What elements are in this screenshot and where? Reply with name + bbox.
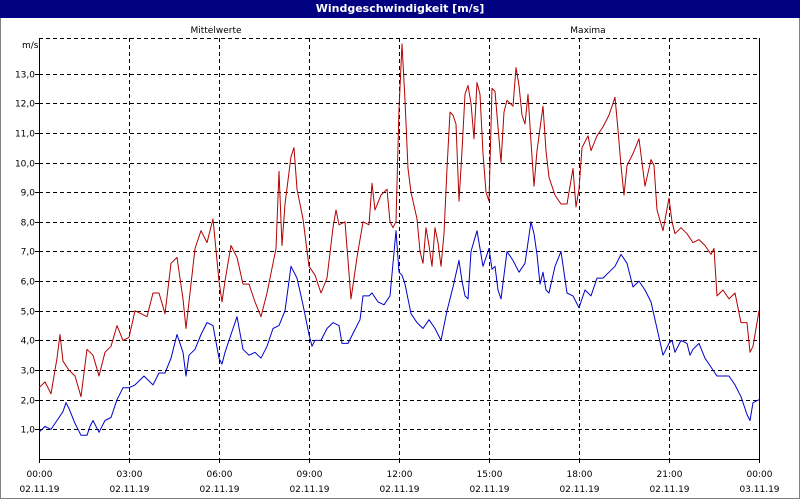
series-lines xyxy=(38,43,760,436)
x-tick-time: 15:00 xyxy=(477,470,503,480)
x-tick-time: 09:00 xyxy=(297,470,323,480)
y-axis-unit: m/s xyxy=(22,41,39,51)
x-tick-date: 02.11.19 xyxy=(469,485,509,495)
x-tick-date: 02.11.19 xyxy=(109,485,149,495)
x-tick-time: 03:00 xyxy=(117,470,143,480)
x-tick-time: 21:00 xyxy=(657,470,683,480)
series-line-mittelwerte xyxy=(38,221,760,436)
y-tick-label: 1,0 xyxy=(21,426,36,436)
y-tick-label: 6,0 xyxy=(21,278,36,288)
y-tick-label: 7,0 xyxy=(21,248,36,258)
x-tick-time: 00:00 xyxy=(747,470,773,480)
tick-labels: m/s Mittelwerte Maxima 1,0 2,0 3,0 4,0 5,0 6,… xyxy=(15,26,780,495)
grid-lines xyxy=(39,38,759,459)
y-tick-label: 9,0 xyxy=(21,189,36,199)
y-tick-label: 4,0 xyxy=(21,337,36,347)
y-tick-label: 13,0 xyxy=(15,71,35,81)
x-tick-date: 02.11.19 xyxy=(289,485,329,495)
legend-mittelwerte: Mittelwerte xyxy=(190,26,241,36)
series-line-maxima xyxy=(38,43,760,398)
y-tick-label: 11,0 xyxy=(15,130,35,140)
chart-title-bar: Windgeschwindigkeit [m/s] xyxy=(0,0,800,18)
x-tick-date: 02.11.19 xyxy=(199,485,239,495)
y-tick-label: 8,0 xyxy=(21,219,36,229)
x-tick-time: 12:00 xyxy=(387,470,413,480)
chart-title: Windgeschwindigkeit [m/s] xyxy=(315,2,485,15)
axes xyxy=(35,38,760,463)
y-tick-label: 3,0 xyxy=(21,367,36,377)
y-tick-label: 10,0 xyxy=(15,160,35,170)
y-tick-label: 5,0 xyxy=(21,308,36,318)
y-tick-label: 2,0 xyxy=(21,397,36,407)
x-tick-time: 18:00 xyxy=(567,470,593,480)
x-tick-date: 02.11.19 xyxy=(379,485,419,495)
y-tick-label: 12,0 xyxy=(15,100,35,110)
x-tick-time: 00:00 xyxy=(27,470,53,480)
x-tick-date: 02.11.19 xyxy=(649,485,689,495)
x-tick-date: 03.11.19 xyxy=(739,485,779,495)
x-tick-time: 06:00 xyxy=(207,470,233,480)
legend-maxima: Maxima xyxy=(570,26,605,36)
x-tick-date: 02.11.19 xyxy=(559,485,599,495)
x-tick-date: 02.11.19 xyxy=(19,485,59,495)
